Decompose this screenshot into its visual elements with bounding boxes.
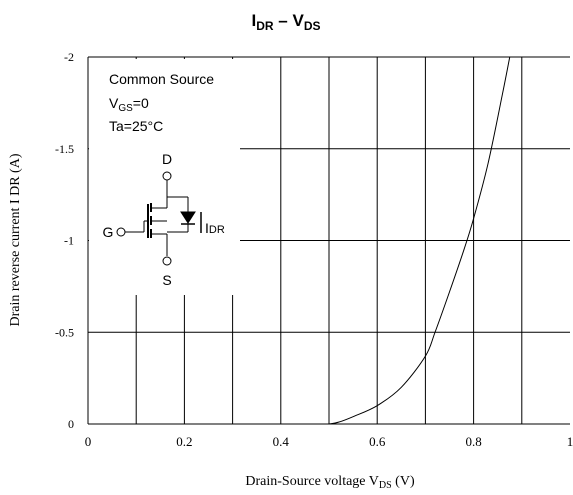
x-tick-label: 0.8	[465, 434, 481, 449]
title-sep: –	[274, 11, 293, 30]
series-group	[328, 56, 511, 425]
x-tick-label: 1	[567, 434, 573, 449]
tick-labels: 0 0.2 0.4 0.6 0.8 1 0 -0.5 -1 -1.5 -2	[55, 50, 573, 449]
terminal-drain-label: D	[162, 151, 172, 167]
annotation-line-1: Common Source	[109, 71, 214, 87]
y-tick-label: -1.5	[55, 142, 74, 156]
annotation-line-2: VGS=0	[109, 95, 149, 114]
series-line	[328, 56, 511, 425]
chart-title: IDR – VDS	[252, 11, 321, 33]
x-axis-label: Drain-Source voltage VDS (V)	[245, 474, 415, 491]
terminal-source-label: S	[162, 272, 171, 288]
mosfet-symbol-icon: D G S IDR	[103, 151, 225, 288]
x-tick-label: 0	[85, 434, 92, 449]
y-tick-label: -2	[64, 50, 74, 64]
y-axis-label: Drain reverse current I DR (A)	[8, 153, 23, 326]
y-tick-label: -1	[64, 234, 74, 248]
x-tick-label: 0.4	[273, 434, 290, 449]
title-main-sub: DR	[256, 19, 274, 33]
title-second: V	[292, 11, 304, 30]
x-tick-label: 0.6	[369, 434, 386, 449]
title-main: I	[252, 11, 257, 30]
y-tick-label: -0.5	[55, 325, 74, 339]
terminal-gate-label: G	[103, 224, 114, 240]
current-label: IDR	[205, 220, 225, 236]
x-tick-label: 0.2	[176, 434, 192, 449]
title-second-sub: DS	[304, 19, 321, 33]
annotation-line-3: Ta=25°C	[109, 118, 163, 134]
y-tick-label: 0	[68, 417, 74, 431]
